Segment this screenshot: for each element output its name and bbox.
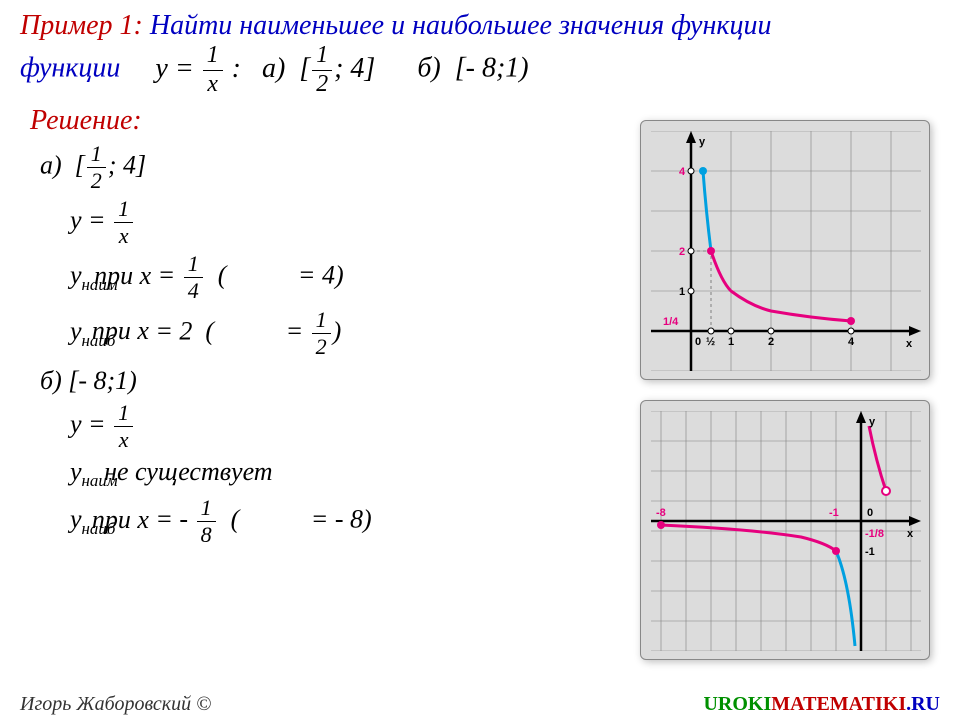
curve-pos <box>869 426 886 491</box>
origin-label: 0 <box>695 336 701 348</box>
svg-text:2: 2 <box>679 246 685 258</box>
curve-neg-main <box>661 525 836 551</box>
x-arrow-icon <box>909 326 921 336</box>
svg-text:1: 1 <box>728 336 734 348</box>
footer: Игорь Жаборовский © UROKIMATEMATIKI.RU <box>0 693 960 716</box>
y-arrow-icon <box>686 131 696 143</box>
problem-text: Найти наименьшее и наибольшее значения ф… <box>150 10 772 41</box>
example-label: Пример 1: <box>20 10 143 41</box>
x-arrow-icon <box>909 516 921 526</box>
svg-text:½: ½ <box>706 336 715 348</box>
origin-label: 0 <box>867 507 873 519</box>
part-b-label: б) [- 8;1) <box>417 53 528 84</box>
svg-text:-1/8: -1/8 <box>865 528 884 540</box>
chart-a-svg: 0 x y ½ 1 2 4 1/4 1 2 4 <box>651 131 921 371</box>
svg-text:4: 4 <box>679 166 686 178</box>
site-label: UROKIMATEMATIKI.RU <box>703 693 940 716</box>
point-1-open <box>882 487 890 495</box>
author-label: Игорь Жаборовский © <box>20 693 211 716</box>
curve-neg-ext <box>836 551 855 646</box>
point-top <box>699 167 707 175</box>
y-axis-label: y <box>699 136 706 148</box>
x-axis-label: x <box>907 528 914 540</box>
problem-header: Пример 1: Найти наименьшее и наибольшее … <box>0 0 960 97</box>
svg-text:2: 2 <box>768 336 774 348</box>
svg-text:-1: -1 <box>865 546 875 558</box>
chart-a: 0 x y ½ 1 2 4 1/4 1 2 4 <box>640 120 930 380</box>
point-neg1 <box>832 547 840 555</box>
point-half-2 <box>707 247 715 255</box>
chart-b: 0 x y -8 -1 -1/8 -1 <box>640 400 930 660</box>
point-neg8 <box>657 521 665 529</box>
svg-text:1/4: 1/4 <box>663 316 679 328</box>
svg-text:1: 1 <box>679 286 685 298</box>
frac-1-over-x: 1 x <box>203 44 223 97</box>
point-4 <box>847 317 855 325</box>
function-word: функции <box>20 53 120 84</box>
function-expr: y = 1 x : <box>155 53 248 84</box>
x-axis-label: x <box>906 338 913 350</box>
y-axis-label: y <box>869 416 876 428</box>
chart-b-svg: 0 x y -8 -1 -1/8 -1 <box>651 411 921 651</box>
svg-text:4: 4 <box>848 336 855 348</box>
svg-text:-8: -8 <box>656 507 666 519</box>
part-a-label: a) [12; 4] <box>262 53 382 84</box>
svg-text:-1: -1 <box>829 507 839 519</box>
curve-interval <box>711 251 851 321</box>
y-arrow-icon <box>856 411 866 423</box>
